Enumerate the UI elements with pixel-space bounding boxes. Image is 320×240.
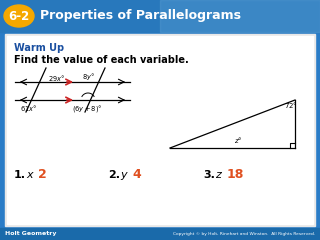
Text: $61x°$: $61x°$: [20, 103, 37, 113]
Text: 2: 2: [38, 168, 47, 181]
Text: 2.: 2.: [108, 170, 120, 180]
Text: x: x: [26, 170, 33, 180]
Text: Find the value of each variable.: Find the value of each variable.: [14, 55, 189, 65]
Text: Warm Up: Warm Up: [14, 43, 64, 53]
Text: $(6y+8)°$: $(6y+8)°$: [72, 102, 102, 114]
Text: $72°$: $72°$: [284, 100, 298, 110]
Bar: [0, 228, 320, 240]
Text: z: z: [215, 170, 221, 180]
Bar: [160, 0, 320, 32]
Bar: [5, 34, 315, 226]
Bar: [7, 36, 313, 224]
Text: Properties of Parallelograms: Properties of Parallelograms: [40, 10, 241, 23]
Text: 18: 18: [227, 168, 244, 181]
Text: 3.: 3.: [203, 170, 215, 180]
Text: y: y: [120, 170, 127, 180]
Ellipse shape: [4, 5, 34, 27]
Text: Holt Geometry: Holt Geometry: [5, 232, 57, 236]
Text: $29x°$: $29x°$: [48, 73, 65, 83]
Text: $z°$: $z°$: [234, 135, 242, 145]
Text: $8y°$: $8y°$: [82, 72, 95, 83]
Text: 6-2: 6-2: [8, 10, 30, 23]
Text: 1.: 1.: [14, 170, 26, 180]
Text: 4: 4: [132, 168, 141, 181]
Text: Copyright © by Holt, Rinehart and Winston.  All Rights Reserved.: Copyright © by Holt, Rinehart and Winsto…: [173, 232, 315, 236]
Bar: [0, 0, 320, 32]
